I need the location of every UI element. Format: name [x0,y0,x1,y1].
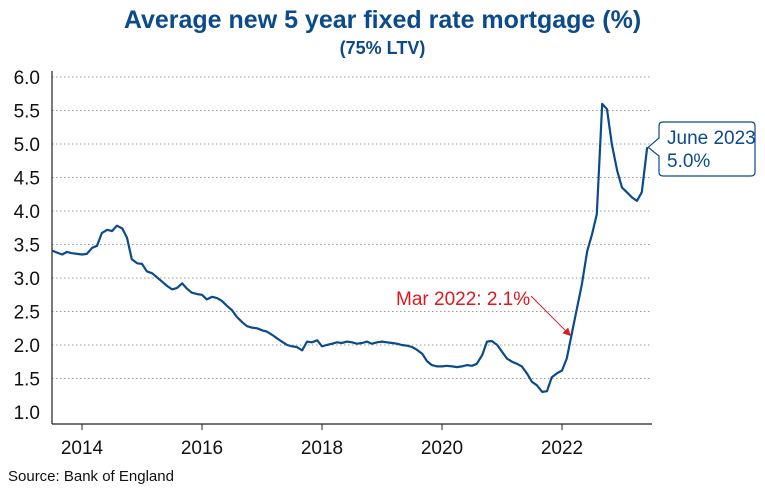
chart-title: Average new 5 year fixed rate mortgage (… [123,6,642,34]
y-tick-label: 5.0 [14,135,40,156]
x-axis: 2014 2016 2018 2020 2022 [52,423,652,459]
y-tick-label: 4.0 [14,202,40,223]
y-tick-label: 2.5 [14,303,40,324]
callout-date: June 2023 [667,128,756,149]
callout-box [647,121,756,177]
y-tick-label: 5.5 [14,102,40,123]
chart-subtitle: (75% LTV) [339,38,426,58]
y-tick-label: 3.5 [14,236,40,257]
x-tick-label: 2018 [301,438,343,459]
y-tick-label: 3.0 [14,269,40,290]
annotation-arrow [530,295,571,337]
source-note: Source: Bank of England [8,468,174,485]
y-tick-label: 1.0 [14,403,40,424]
gridlines [52,76,652,379]
y-tick-label: 6.0 [14,68,40,89]
x-tick-label: 2022 [541,438,583,459]
y-tick-label: 2.0 [14,336,40,357]
series-line [51,102,649,393]
y-tick-label: 1.5 [14,370,40,391]
x-tick-label: 2016 [181,438,223,459]
callout-value: 5.0% [667,151,710,172]
y-axis: 1.0 1.5 2.0 2.5 3.0 3.5 4.0 4.5 5.0 5.5 6.0 [14,68,53,424]
x-tick-label: 2020 [421,438,463,459]
y-tick-label: 4.5 [14,169,40,190]
annotation-mar-2022: Mar 2022: 2.1% [396,289,530,310]
x-tick-label: 2014 [61,438,104,459]
line-chart: 1.01.52.02.53.03.54.04.55.05.56.0 2014 20… [14,68,756,459]
